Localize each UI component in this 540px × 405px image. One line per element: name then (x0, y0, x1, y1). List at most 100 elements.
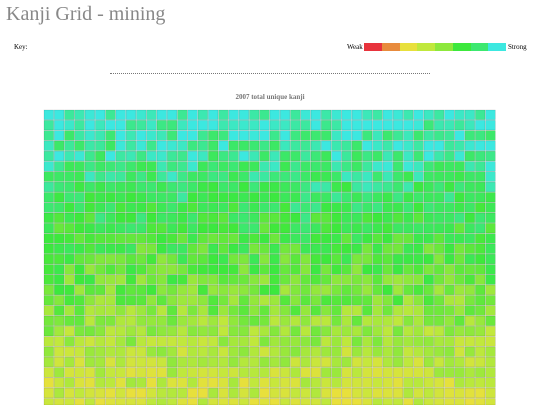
kanji-cell (43, 181, 54, 193)
kanji-cell (249, 264, 260, 275)
kanji-cell (475, 212, 486, 223)
kanji-cell (136, 346, 147, 357)
kanji-cell (238, 150, 250, 162)
kanji-cell (464, 181, 475, 193)
kanji-cell (177, 223, 188, 234)
kanji-cell (351, 274, 362, 285)
kanji-cell (290, 305, 301, 316)
kanji-cell (485, 202, 496, 213)
kanji-cell (300, 315, 311, 326)
kanji-cell (238, 346, 250, 357)
kanji-cell (413, 253, 424, 265)
kanji-cell (403, 326, 414, 337)
kanji-cell (125, 295, 137, 306)
kanji-cell (84, 192, 95, 203)
kanji-cell (341, 109, 352, 120)
kanji-cell (341, 357, 352, 368)
kanji-cell (105, 130, 116, 141)
kanji-cell (259, 192, 270, 203)
kanji-cell (290, 264, 301, 275)
kanji-cell (280, 181, 291, 193)
kanji-cell (300, 336, 311, 347)
kanji-cell (208, 109, 219, 120)
kanji-cell (280, 315, 291, 326)
kanji-cell (74, 212, 85, 223)
kanji-cell (382, 223, 393, 234)
kanji-cell (372, 171, 383, 182)
kanji-cell (115, 284, 126, 296)
kanji-cell (423, 367, 434, 378)
kanji-cell (146, 284, 157, 296)
kanji-cell (413, 223, 424, 234)
kanji-cell (310, 212, 321, 223)
kanji-cell (444, 326, 455, 337)
kanji-cell (475, 181, 486, 193)
kanji-cell (156, 212, 167, 223)
kanji-cell (197, 202, 208, 213)
kanji-cell (249, 120, 260, 131)
kanji-cell (485, 130, 496, 141)
kanji-cell (95, 202, 106, 213)
kanji-cell (43, 202, 54, 213)
kanji-cell (362, 367, 373, 378)
kanji-cell (249, 377, 260, 388)
kanji-cell (54, 315, 65, 326)
kanji-cell (64, 233, 75, 244)
kanji-cell (136, 253, 147, 265)
kanji-cell (341, 192, 352, 203)
kanji-cell (177, 398, 188, 405)
kanji-cell (64, 305, 75, 316)
kanji-cell (434, 377, 445, 388)
kanji-cell (300, 223, 311, 234)
kanji-cell (362, 212, 373, 223)
kanji-cell (218, 326, 229, 337)
kanji-cell (95, 377, 106, 388)
kanji-cell (95, 295, 106, 306)
kanji-cell (269, 253, 280, 265)
kanji-cell (187, 387, 198, 399)
kanji-cell (351, 377, 362, 388)
kanji-cell (249, 315, 260, 326)
kanji-cell (321, 120, 332, 131)
kanji-cell (475, 305, 486, 316)
kanji-cell (177, 346, 188, 357)
kanji-cell (125, 181, 137, 193)
kanji-cell (64, 357, 75, 368)
kanji-cell (54, 264, 65, 275)
kanji-cell (74, 326, 85, 337)
kanji-cell (136, 315, 147, 326)
kanji-cell (238, 387, 250, 399)
kanji-cell (259, 253, 270, 265)
kanji-cell (95, 233, 106, 244)
kanji-cell (423, 233, 434, 244)
kanji-cell (125, 150, 137, 162)
kanji-cell (362, 192, 373, 203)
kanji-cell (485, 336, 496, 347)
kanji-cell (105, 336, 116, 347)
kanji-cell (269, 120, 280, 131)
kanji-cell (310, 120, 321, 131)
kanji-cell (167, 274, 178, 285)
kanji-cell (403, 192, 414, 203)
kanji-cell (403, 181, 414, 193)
kanji-cell (54, 243, 65, 254)
kanji-cell (105, 264, 116, 275)
kanji-cell (208, 367, 219, 378)
kanji-cell (197, 150, 208, 162)
kanji-cell (403, 150, 414, 162)
kanji-cell (444, 346, 455, 357)
kanji-cell (321, 295, 332, 306)
kanji-cell (423, 295, 434, 306)
kanji-cell (54, 109, 65, 120)
kanji-cell (382, 398, 393, 405)
kanji-cell (167, 202, 178, 213)
kanji-cell (341, 253, 352, 265)
kanji-cell (64, 387, 75, 399)
kanji-cell (259, 223, 270, 234)
kanji-cell (177, 377, 188, 388)
kanji-cell (310, 295, 321, 306)
kanji-cell (362, 305, 373, 316)
kanji-cell (290, 398, 301, 405)
kanji-cell (249, 161, 260, 172)
kanji-cell (208, 192, 219, 203)
